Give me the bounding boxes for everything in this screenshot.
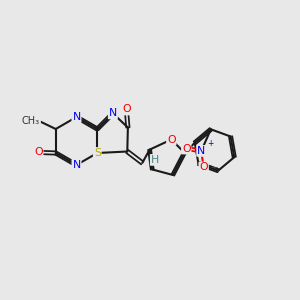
Text: S: S bbox=[94, 148, 101, 158]
Text: N: N bbox=[109, 108, 117, 118]
Text: +: + bbox=[207, 139, 214, 148]
Text: O: O bbox=[182, 143, 190, 154]
Text: −: − bbox=[210, 162, 217, 171]
Text: O: O bbox=[34, 147, 43, 158]
Text: O: O bbox=[122, 104, 131, 115]
Text: O: O bbox=[199, 162, 208, 172]
Text: H: H bbox=[151, 155, 159, 165]
Text: CH₃: CH₃ bbox=[22, 116, 40, 127]
Text: N: N bbox=[72, 112, 81, 122]
Text: N: N bbox=[197, 146, 206, 156]
Text: O: O bbox=[167, 134, 176, 145]
Text: N: N bbox=[72, 160, 81, 170]
